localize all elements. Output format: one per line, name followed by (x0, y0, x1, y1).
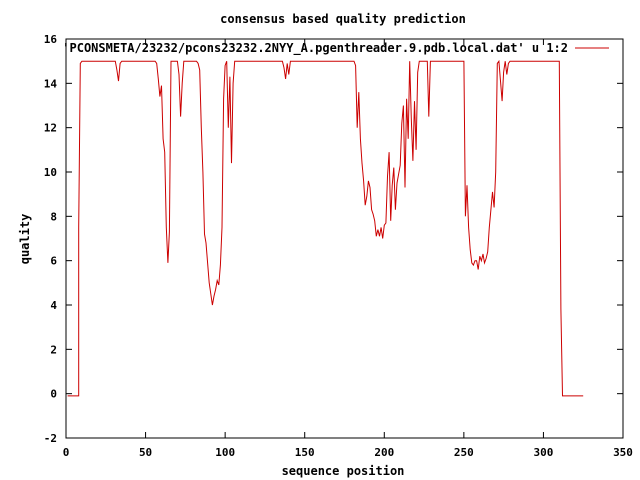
x-tick-label: 100 (215, 446, 235, 459)
x-axis: 0 50 100 150 200 250 300 350 (63, 39, 633, 459)
y-axis: -2 0 2 4 6 8 10 12 14 16 (44, 33, 623, 445)
y-tick-label: 8 (50, 210, 57, 223)
plot-frame (65, 38, 624, 439)
y-tick-label: 0 (50, 388, 57, 401)
chart-title: consensus based quality prediction (220, 12, 466, 26)
x-tick-label: 200 (374, 446, 394, 459)
y-tick-label: -2 (44, 432, 57, 445)
y-axis-title: quality (18, 214, 32, 265)
x-tick-label: 0 (63, 446, 70, 459)
y-tick-label: 14 (44, 77, 58, 90)
series-line (67, 59, 584, 397)
legend-label: 'PCONSMETA/23232/pcons23232.2NYY_A.pgent… (62, 41, 568, 56)
y-tick-label: 4 (50, 299, 57, 312)
x-tick-label: 150 (295, 446, 315, 459)
y-tick-label: 10 (44, 166, 57, 179)
y-tick-label: 12 (44, 122, 57, 135)
legend: 'PCONSMETA/23232/pcons23232.2NYY_A.pgent… (62, 41, 609, 56)
x-axis-title: sequence position (282, 464, 405, 478)
x-tick-label: 250 (454, 446, 474, 459)
y-tick-label: 6 (50, 255, 57, 268)
y-tick-label: 16 (44, 33, 58, 46)
x-tick-label: 50 (139, 446, 152, 459)
y-tick-label: 2 (50, 343, 57, 356)
x-tick-label: 350 (613, 446, 633, 459)
x-tick-label: 300 (533, 446, 553, 459)
